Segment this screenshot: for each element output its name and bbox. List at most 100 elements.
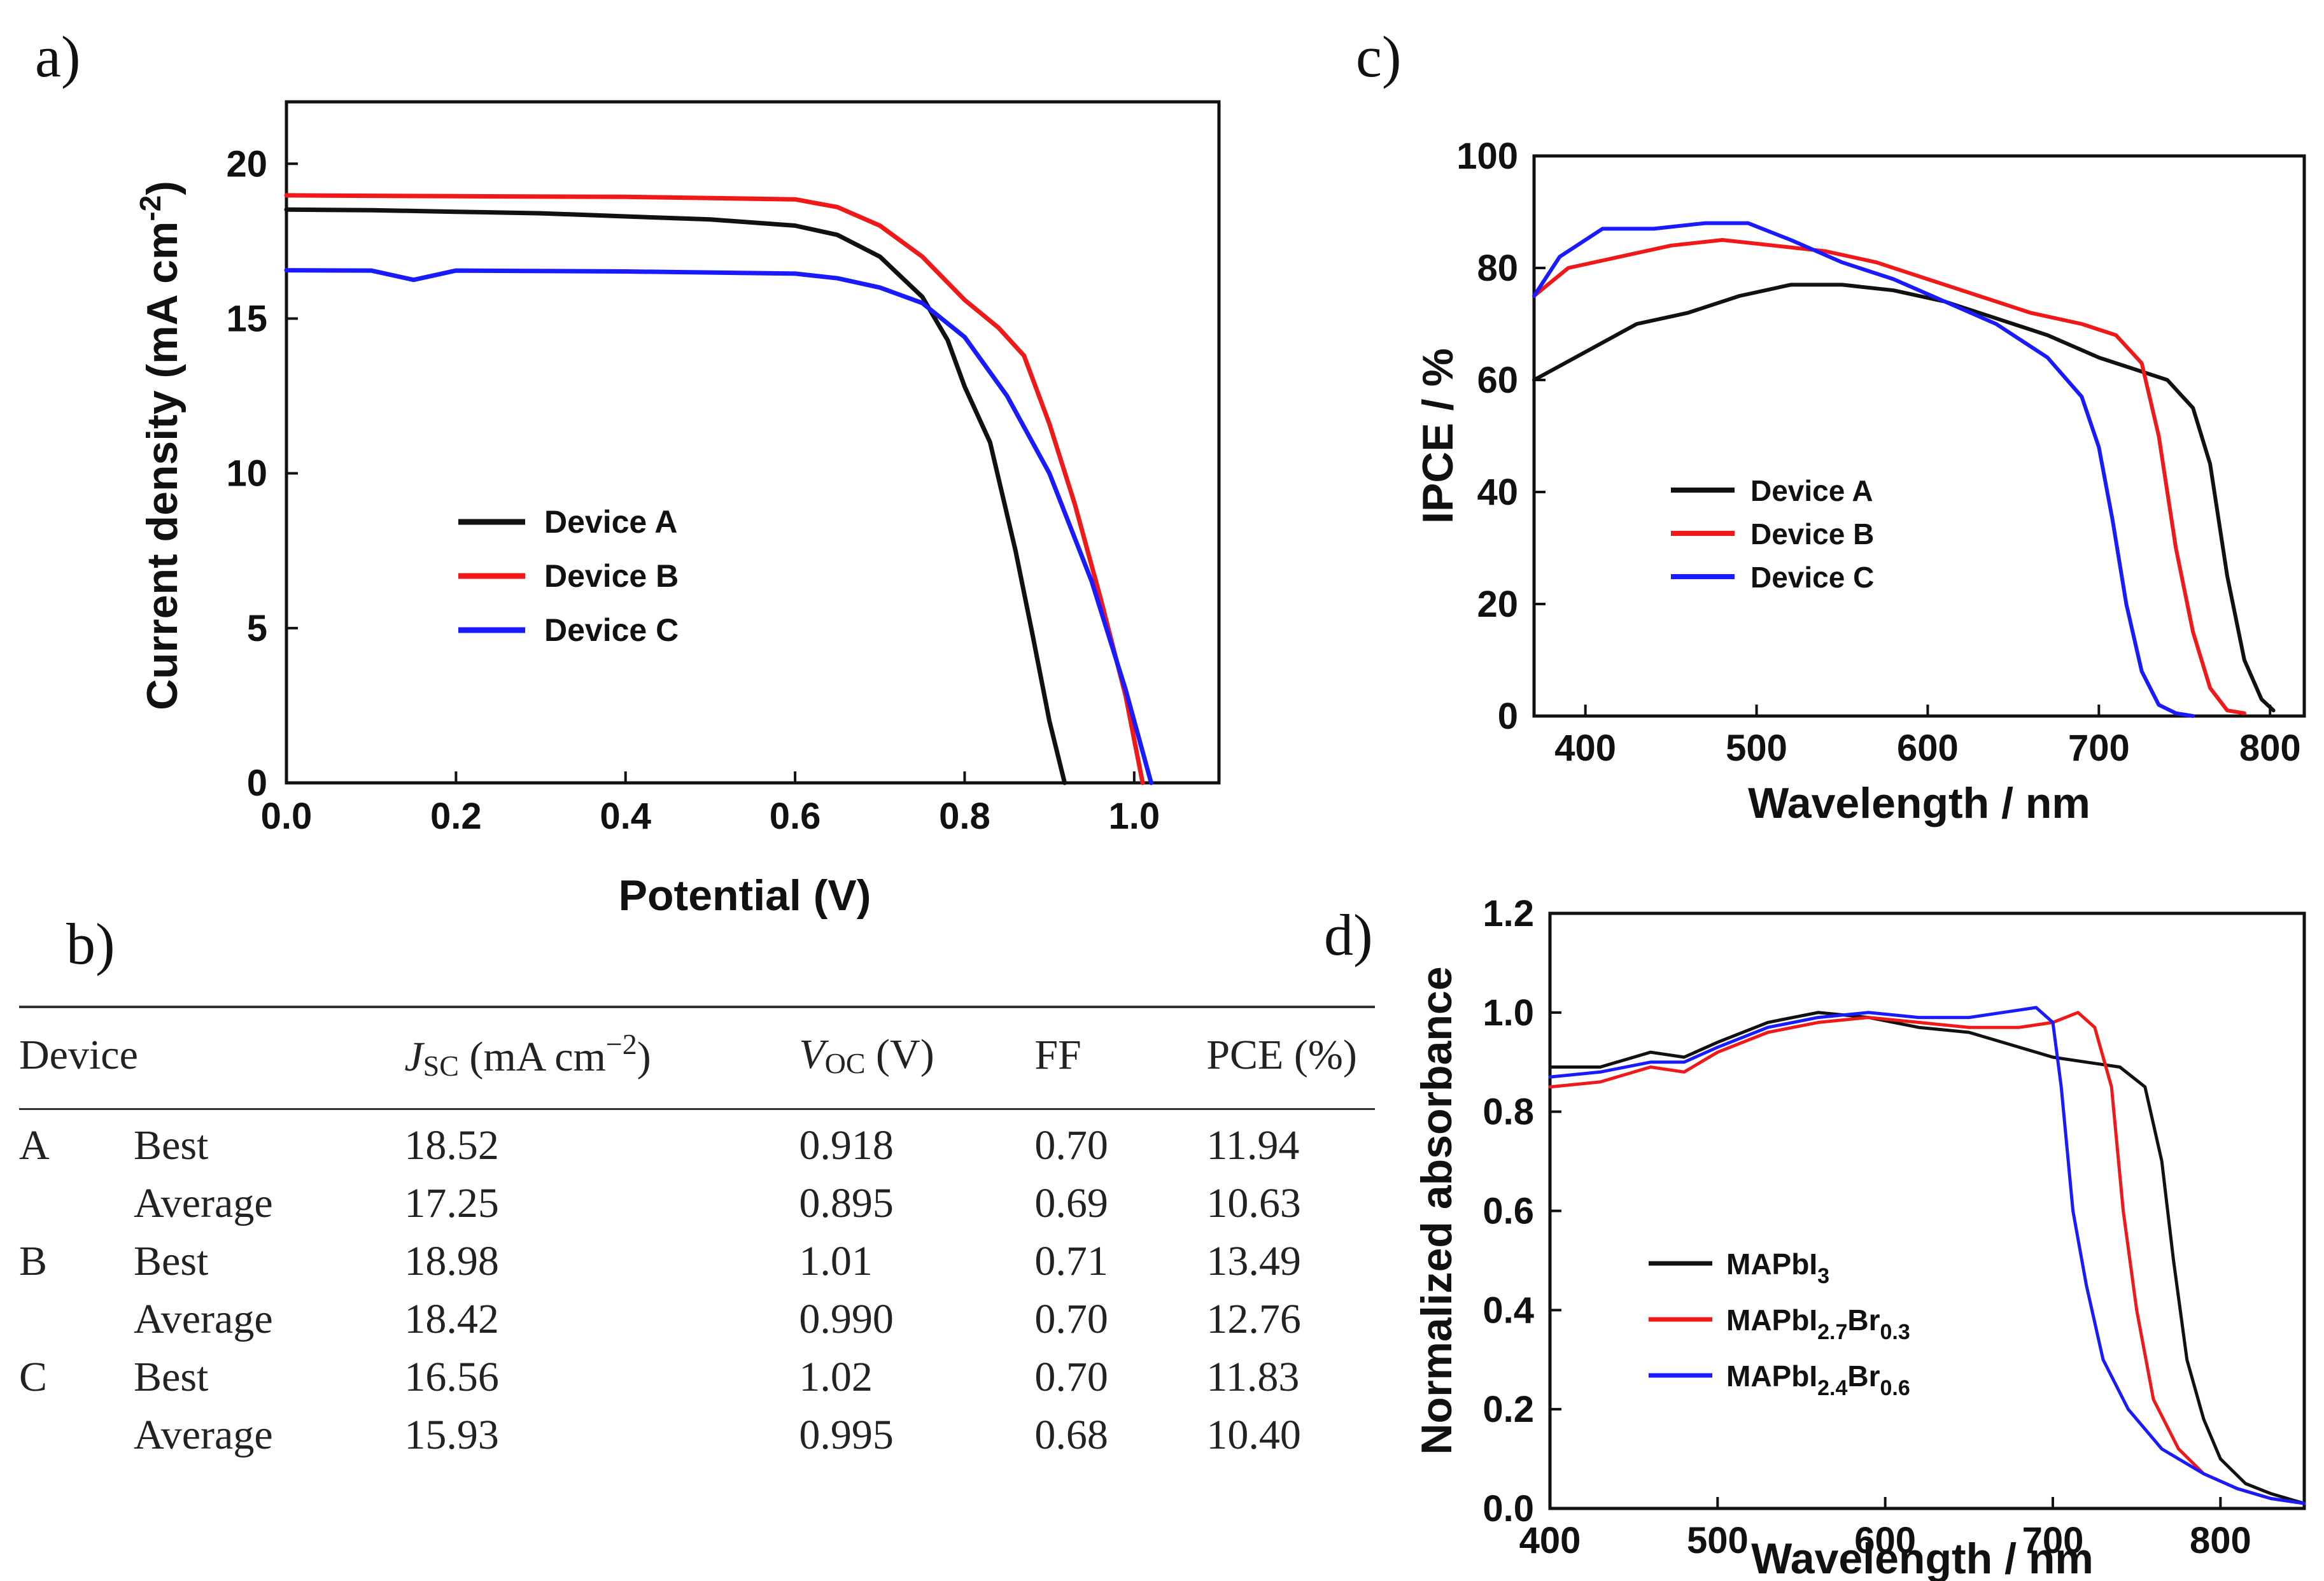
table-header-row: Device JSC (mA cm−2) VOC (V) FF PCE (%) bbox=[19, 1006, 1375, 1110]
cell-pce: 11.83 bbox=[1206, 1353, 1300, 1400]
y-tick-label: 60 bbox=[1477, 360, 1518, 401]
x-tick-label: 0.6 bbox=[770, 796, 821, 837]
y-tick-label: 0.8 bbox=[1482, 1092, 1534, 1133]
cell-pce: 10.40 bbox=[1206, 1411, 1301, 1458]
x-tick-label: 700 bbox=[2022, 1520, 2084, 1561]
header-device: Device bbox=[19, 1006, 405, 1110]
x-tick-label: 500 bbox=[1726, 727, 1787, 769]
table-row: B Best 18.98 1.01 0.71 13.49 bbox=[19, 1232, 1375, 1290]
x-tick-label: 600 bbox=[1854, 1520, 1916, 1561]
x-tick-label: 0.2 bbox=[430, 796, 482, 837]
x-axis-label-c: Wavelength / nm bbox=[1748, 779, 2090, 827]
y-axis-label-c: IPCE / % bbox=[1414, 348, 1462, 524]
cell-device bbox=[19, 1174, 134, 1232]
header-voc: VOC (V) bbox=[799, 1006, 1035, 1110]
panel-b-label: b) bbox=[66, 911, 115, 976]
y-tick-label: 10 bbox=[226, 453, 267, 495]
cell-device bbox=[19, 1290, 134, 1348]
panel-d-chart: d) 400 500 600 700 8000.00.20.40.60.81.01.2 … bbox=[1324, 893, 2306, 1581]
panel-b: b) Device JSC (mA cm−2) VOC (V) FF PCE (… bbox=[0, 897, 1400, 1534]
legend-label: Device A bbox=[1750, 474, 1873, 507]
header-ff: FF bbox=[1034, 1006, 1207, 1110]
y-tick-label: 100 bbox=[1456, 136, 1518, 177]
table-row: Average 18.42 0.990 0.70 12.76 bbox=[19, 1290, 1375, 1348]
legend-a: Device A Device B Device C bbox=[458, 504, 679, 648]
y-tick-label: 1.0 bbox=[1482, 992, 1534, 1034]
cell-pce: 10.63 bbox=[1206, 1179, 1301, 1226]
y-tick-label: 5 bbox=[247, 608, 267, 649]
table-row: Average 15.93 0.995 0.68 10.40 bbox=[19, 1406, 1375, 1464]
cell-device: A bbox=[19, 1121, 50, 1169]
x-tick-label: 800 bbox=[2190, 1520, 2251, 1561]
x-tick-label: 400 bbox=[1554, 727, 1616, 769]
cell-jsc: 18.42 bbox=[404, 1295, 499, 1342]
panel-a-chart: a) 0.0 0.2 0.4 0.6 0.8 1.0 0 5 10 15 20 Potential … bbox=[35, 24, 1221, 920]
plot-frame-a bbox=[285, 100, 1221, 785]
cell-voc: 1.02 bbox=[799, 1353, 873, 1400]
x-tick-label: 1.0 bbox=[1108, 796, 1160, 837]
x-tick-label: 0.4 bbox=[600, 796, 651, 837]
cell-type: Best bbox=[134, 1353, 209, 1400]
y-tick-label: 0.2 bbox=[1482, 1389, 1534, 1430]
y-tick-label: 20 bbox=[1477, 584, 1518, 625]
cell-voc: 0.990 bbox=[799, 1295, 894, 1342]
y-tick-label: 0.0 bbox=[1482, 1488, 1534, 1529]
x-tick-label: 400 bbox=[1519, 1520, 1581, 1561]
table-row: Average 17.25 0.895 0.69 10.63 bbox=[19, 1174, 1375, 1232]
series-line-2 bbox=[284, 193, 1145, 785]
legend-label: Device C bbox=[1750, 561, 1874, 594]
x-tick-label: 600 bbox=[1897, 727, 1959, 769]
cell-ff: 0.68 bbox=[1034, 1411, 1108, 1458]
series-line-2 bbox=[1532, 238, 2246, 715]
series-line-2 bbox=[1548, 1011, 2306, 1505]
cell-type: Average bbox=[134, 1411, 273, 1458]
y-tick-label: 80 bbox=[1477, 248, 1518, 289]
cell-device bbox=[19, 1406, 134, 1464]
cell-type: Best bbox=[134, 1237, 209, 1284]
cell-voc: 0.995 bbox=[799, 1411, 894, 1458]
x-tick-label: 800 bbox=[2239, 727, 2301, 769]
series-line-3 bbox=[1532, 221, 2195, 718]
x-axis-label-d: Wavelength / nm bbox=[1751, 1535, 2094, 1581]
y-tick-label: 0.4 bbox=[1482, 1289, 1534, 1331]
cell-device: C bbox=[19, 1353, 48, 1400]
series-line-1 bbox=[1548, 1011, 2306, 1505]
cell-pce: 12.76 bbox=[1206, 1295, 1301, 1342]
y-tick-label: 0 bbox=[247, 762, 267, 804]
y-axis-label-a: Current density (mA cm-2) bbox=[134, 181, 187, 710]
x-tick-label: 0.8 bbox=[939, 796, 990, 837]
series-line-3 bbox=[1548, 1006, 2306, 1505]
header-pce: PCE (%) bbox=[1206, 1006, 1375, 1110]
y-tick-label: 0.6 bbox=[1482, 1191, 1534, 1232]
legend-label: Device B bbox=[544, 558, 679, 594]
cell-ff: 0.71 bbox=[1034, 1237, 1108, 1284]
cell-voc: 0.918 bbox=[799, 1121, 894, 1169]
y-axis-label-d: Normalized absorbance bbox=[1412, 966, 1461, 1454]
series-line-3 bbox=[284, 268, 1153, 785]
cell-jsc: 17.25 bbox=[404, 1179, 499, 1226]
cell-ff: 0.70 bbox=[1034, 1353, 1108, 1400]
cell-jsc: 18.98 bbox=[404, 1237, 499, 1284]
y-tick-label: 40 bbox=[1477, 472, 1518, 513]
legend-label: Device C bbox=[544, 612, 679, 648]
y-tick-label: 15 bbox=[226, 298, 267, 339]
y-tick-label: 20 bbox=[226, 143, 267, 185]
legend-label: Device B bbox=[1750, 517, 1874, 551]
plot-frame-d bbox=[1548, 911, 2306, 1510]
x-tick-label: 500 bbox=[1687, 1520, 1749, 1561]
x-axis-label-a: Potential (V) bbox=[619, 871, 871, 920]
cell-jsc: 15.93 bbox=[404, 1411, 499, 1458]
legend-label: MAPbI3 bbox=[1726, 1247, 1829, 1288]
cell-device: B bbox=[19, 1237, 48, 1284]
y-tick-label: 0 bbox=[1498, 696, 1518, 737]
cell-jsc: 16.56 bbox=[404, 1353, 499, 1400]
panel-c-label: c) bbox=[1356, 24, 1401, 89]
panel-d-label: d) bbox=[1324, 903, 1373, 967]
cell-ff: 0.70 bbox=[1034, 1121, 1108, 1169]
cell-jsc: 18.52 bbox=[404, 1121, 499, 1169]
cell-pce: 11.94 bbox=[1206, 1121, 1300, 1169]
cell-voc: 1.01 bbox=[799, 1237, 873, 1284]
x-tick-label: 700 bbox=[2068, 727, 2130, 769]
cell-pce: 13.49 bbox=[1206, 1237, 1301, 1284]
x-tick-label: 0.0 bbox=[261, 796, 313, 837]
